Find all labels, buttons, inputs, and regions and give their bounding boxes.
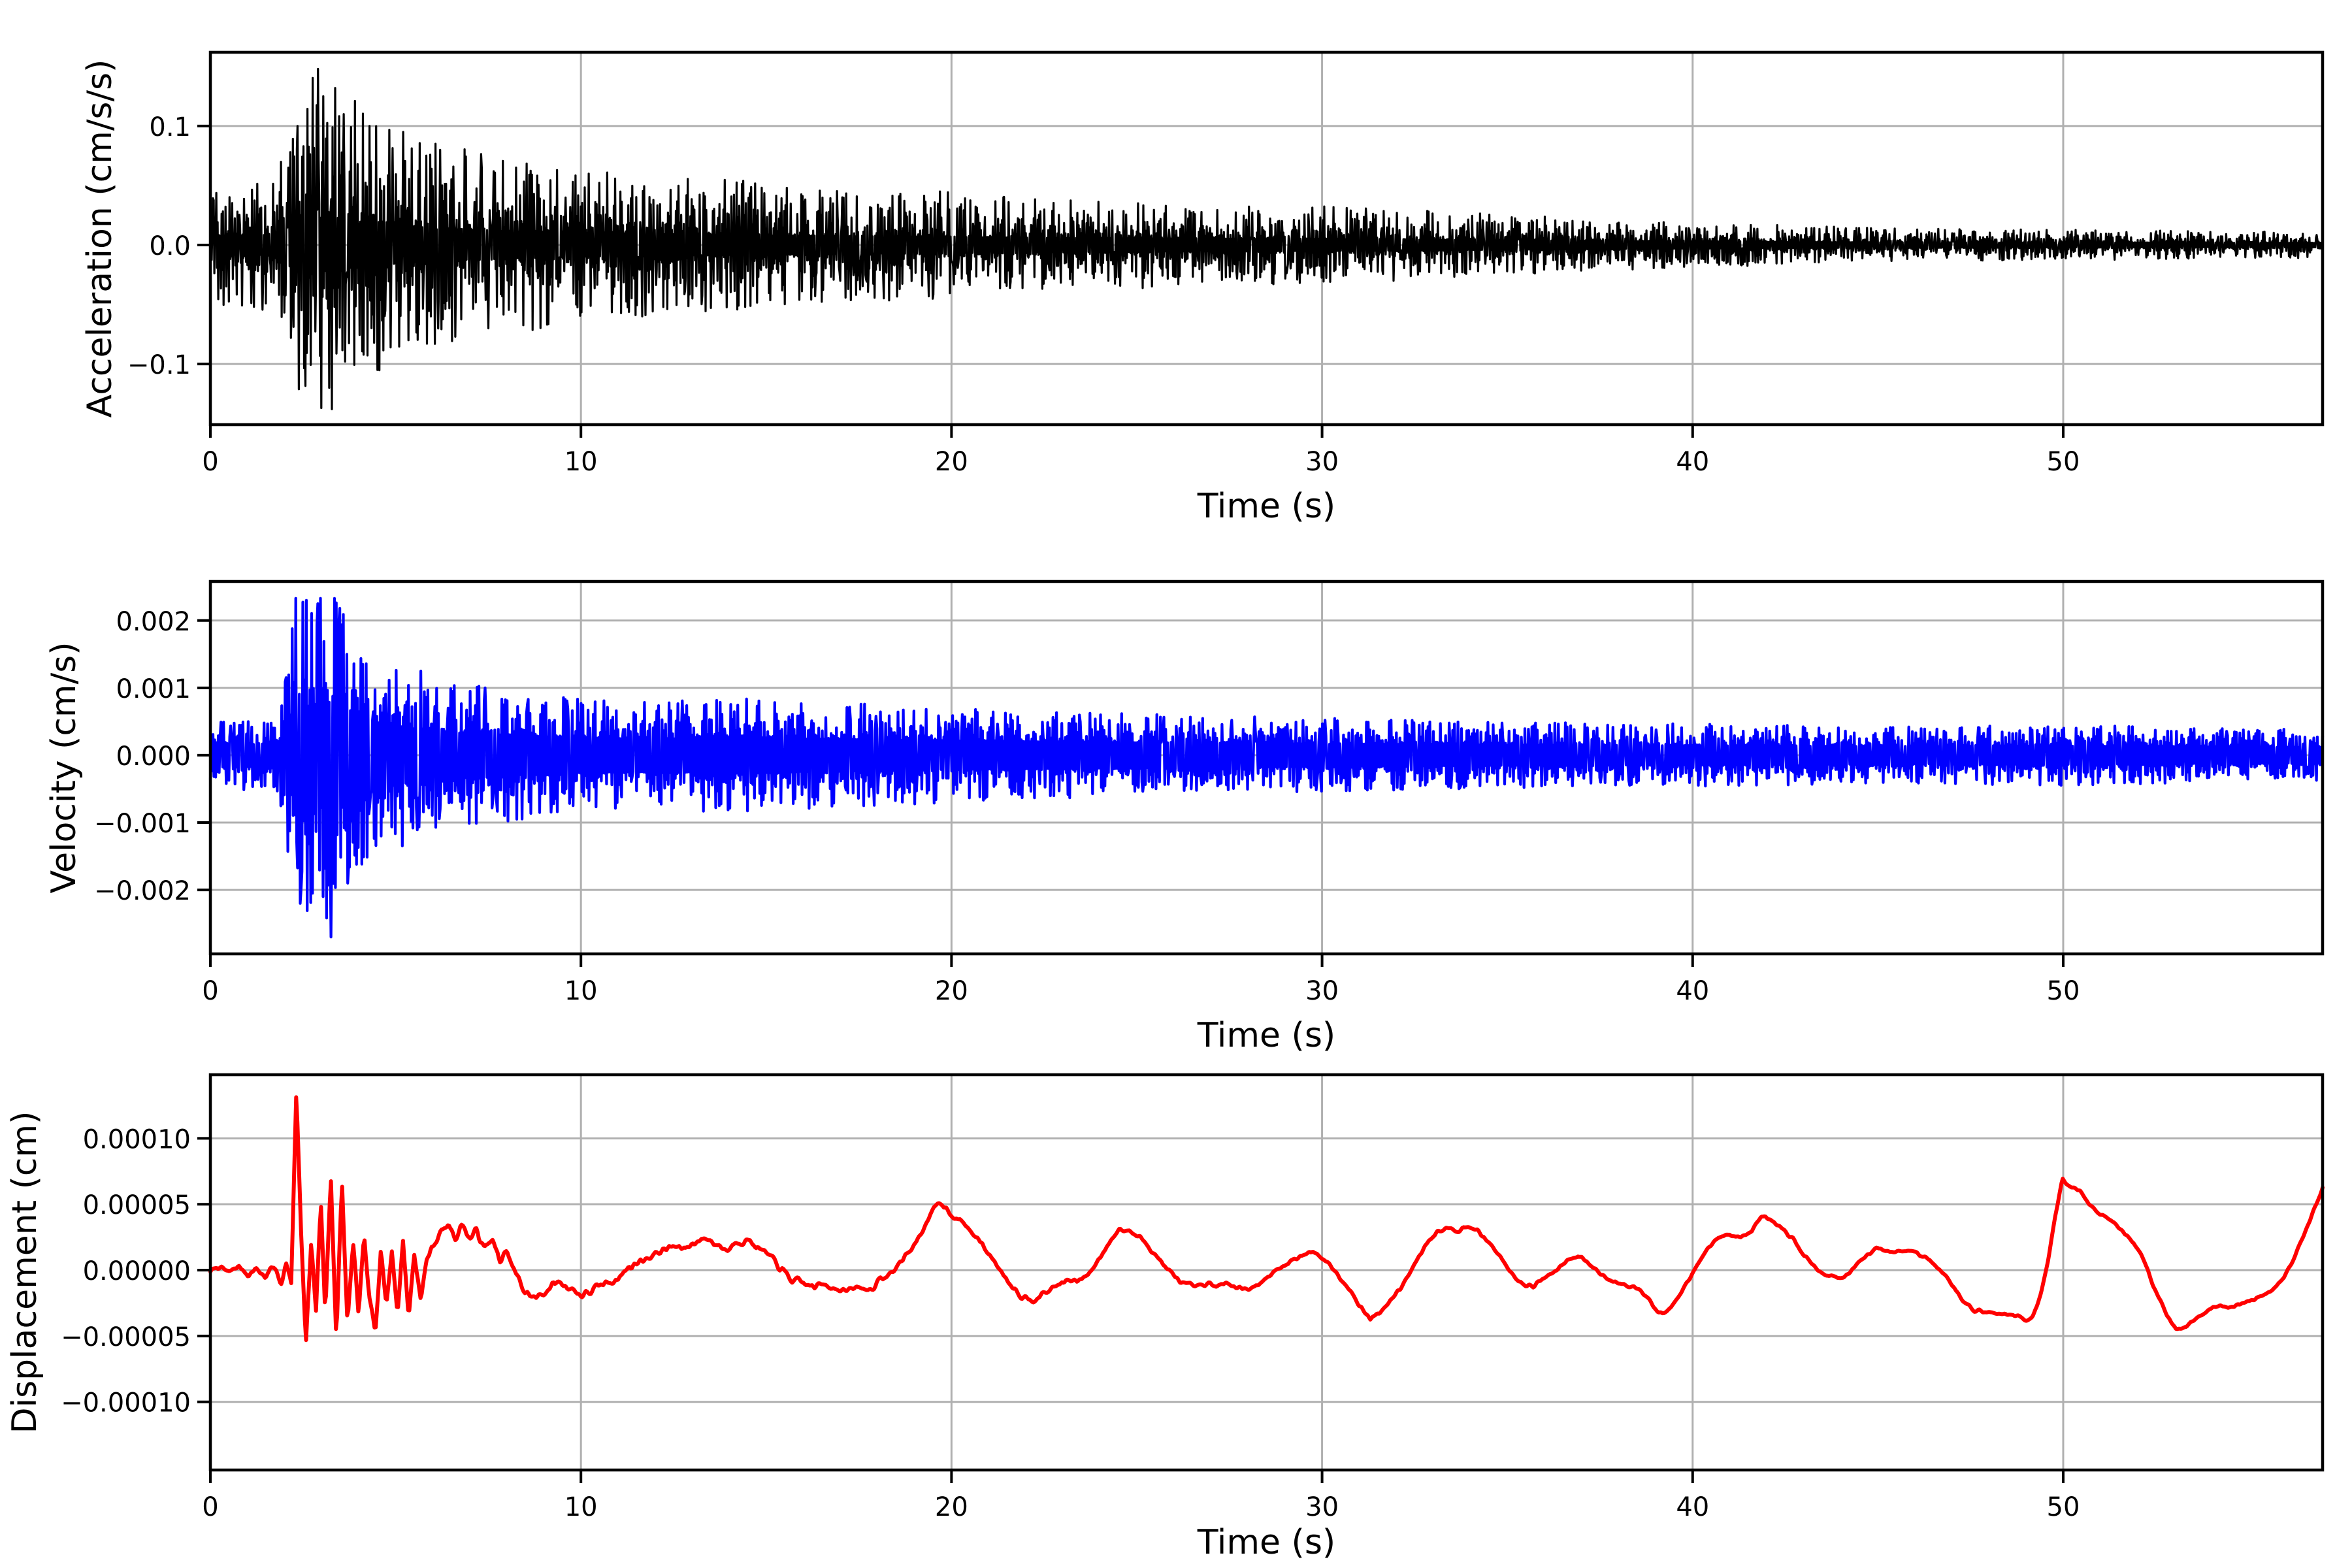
x-tick-label: 10 — [564, 1492, 598, 1522]
y-tick-label: −0.001 — [94, 809, 191, 839]
displacement-trace — [208, 1095, 2325, 1343]
displacement-y-axis-label: Displacement (cm) — [5, 1111, 44, 1434]
x-tick-label: 50 — [2047, 1492, 2080, 1522]
x-tick-label: 20 — [935, 447, 968, 477]
velocity-subplot: 0 10 20 30 40 50 0.002 0.001 0.000 −0.001 −0.002 Ti… — [44, 580, 2325, 1055]
x-tick-label: 0 — [202, 447, 218, 477]
velocity-trace — [208, 596, 2325, 939]
y-tick-label: 0.00010 — [83, 1124, 191, 1154]
x-tick-label: 40 — [1676, 976, 1709, 1006]
y-tick-label: −0.00010 — [61, 1388, 191, 1418]
x-tick-label: 30 — [1305, 447, 1339, 477]
velocity-y-axis-label: Velocity (cm/s) — [44, 642, 84, 894]
y-tick-label: 0.0 — [149, 231, 191, 261]
y-tick-label: −0.1 — [127, 350, 191, 380]
y-tick-label: −0.00005 — [61, 1322, 191, 1352]
axes-frame — [208, 1073, 2325, 1472]
axes-frame — [208, 580, 2325, 956]
y-tick-label: 0.00005 — [83, 1190, 191, 1220]
displacement-subplot: 0 10 20 30 40 50 0.00010 0.00005 0.00000 −0.00005… — [5, 1073, 2325, 1562]
y-tick-label: 0.00000 — [83, 1256, 191, 1286]
acceleration-trace — [209, 67, 2324, 410]
acceleration-x-axis-label: Time (s) — [1197, 487, 1335, 526]
x-tick-label: 50 — [2047, 976, 2080, 1006]
y-tick-label: 0.002 — [116, 607, 191, 637]
x-tick-label: 0 — [202, 976, 218, 1006]
x-tick-label: 30 — [1305, 1492, 1339, 1522]
acceleration-y-axis-label: Acceleration (cm/s/s) — [80, 59, 120, 418]
acceleration-subplot: 0 10 20 30 40 50 0.1 0.0 −0.1 Time (s) Acceleratio… — [80, 50, 2325, 526]
x-tick-label: 10 — [564, 976, 598, 1006]
y-tick-label: 0.001 — [116, 674, 191, 704]
x-tick-label: 40 — [1676, 447, 1709, 477]
y-tick-label: −0.002 — [94, 876, 191, 906]
x-tick-label: 50 — [2047, 447, 2080, 477]
x-tick-label: 20 — [935, 1492, 968, 1522]
velocity-x-axis-label: Time (s) — [1197, 1016, 1335, 1055]
y-tick-label: 0.000 — [116, 742, 191, 772]
x-tick-label: 40 — [1676, 1492, 1709, 1522]
x-tick-label: 0 — [202, 1492, 218, 1522]
x-tick-label: 10 — [564, 447, 598, 477]
displacement-x-axis-label: Time (s) — [1197, 1523, 1335, 1562]
y-tick-label: 0.1 — [149, 112, 191, 142]
x-tick-label: 30 — [1305, 976, 1339, 1006]
axes-frame — [208, 50, 2325, 427]
x-tick-label: 20 — [935, 976, 968, 1006]
